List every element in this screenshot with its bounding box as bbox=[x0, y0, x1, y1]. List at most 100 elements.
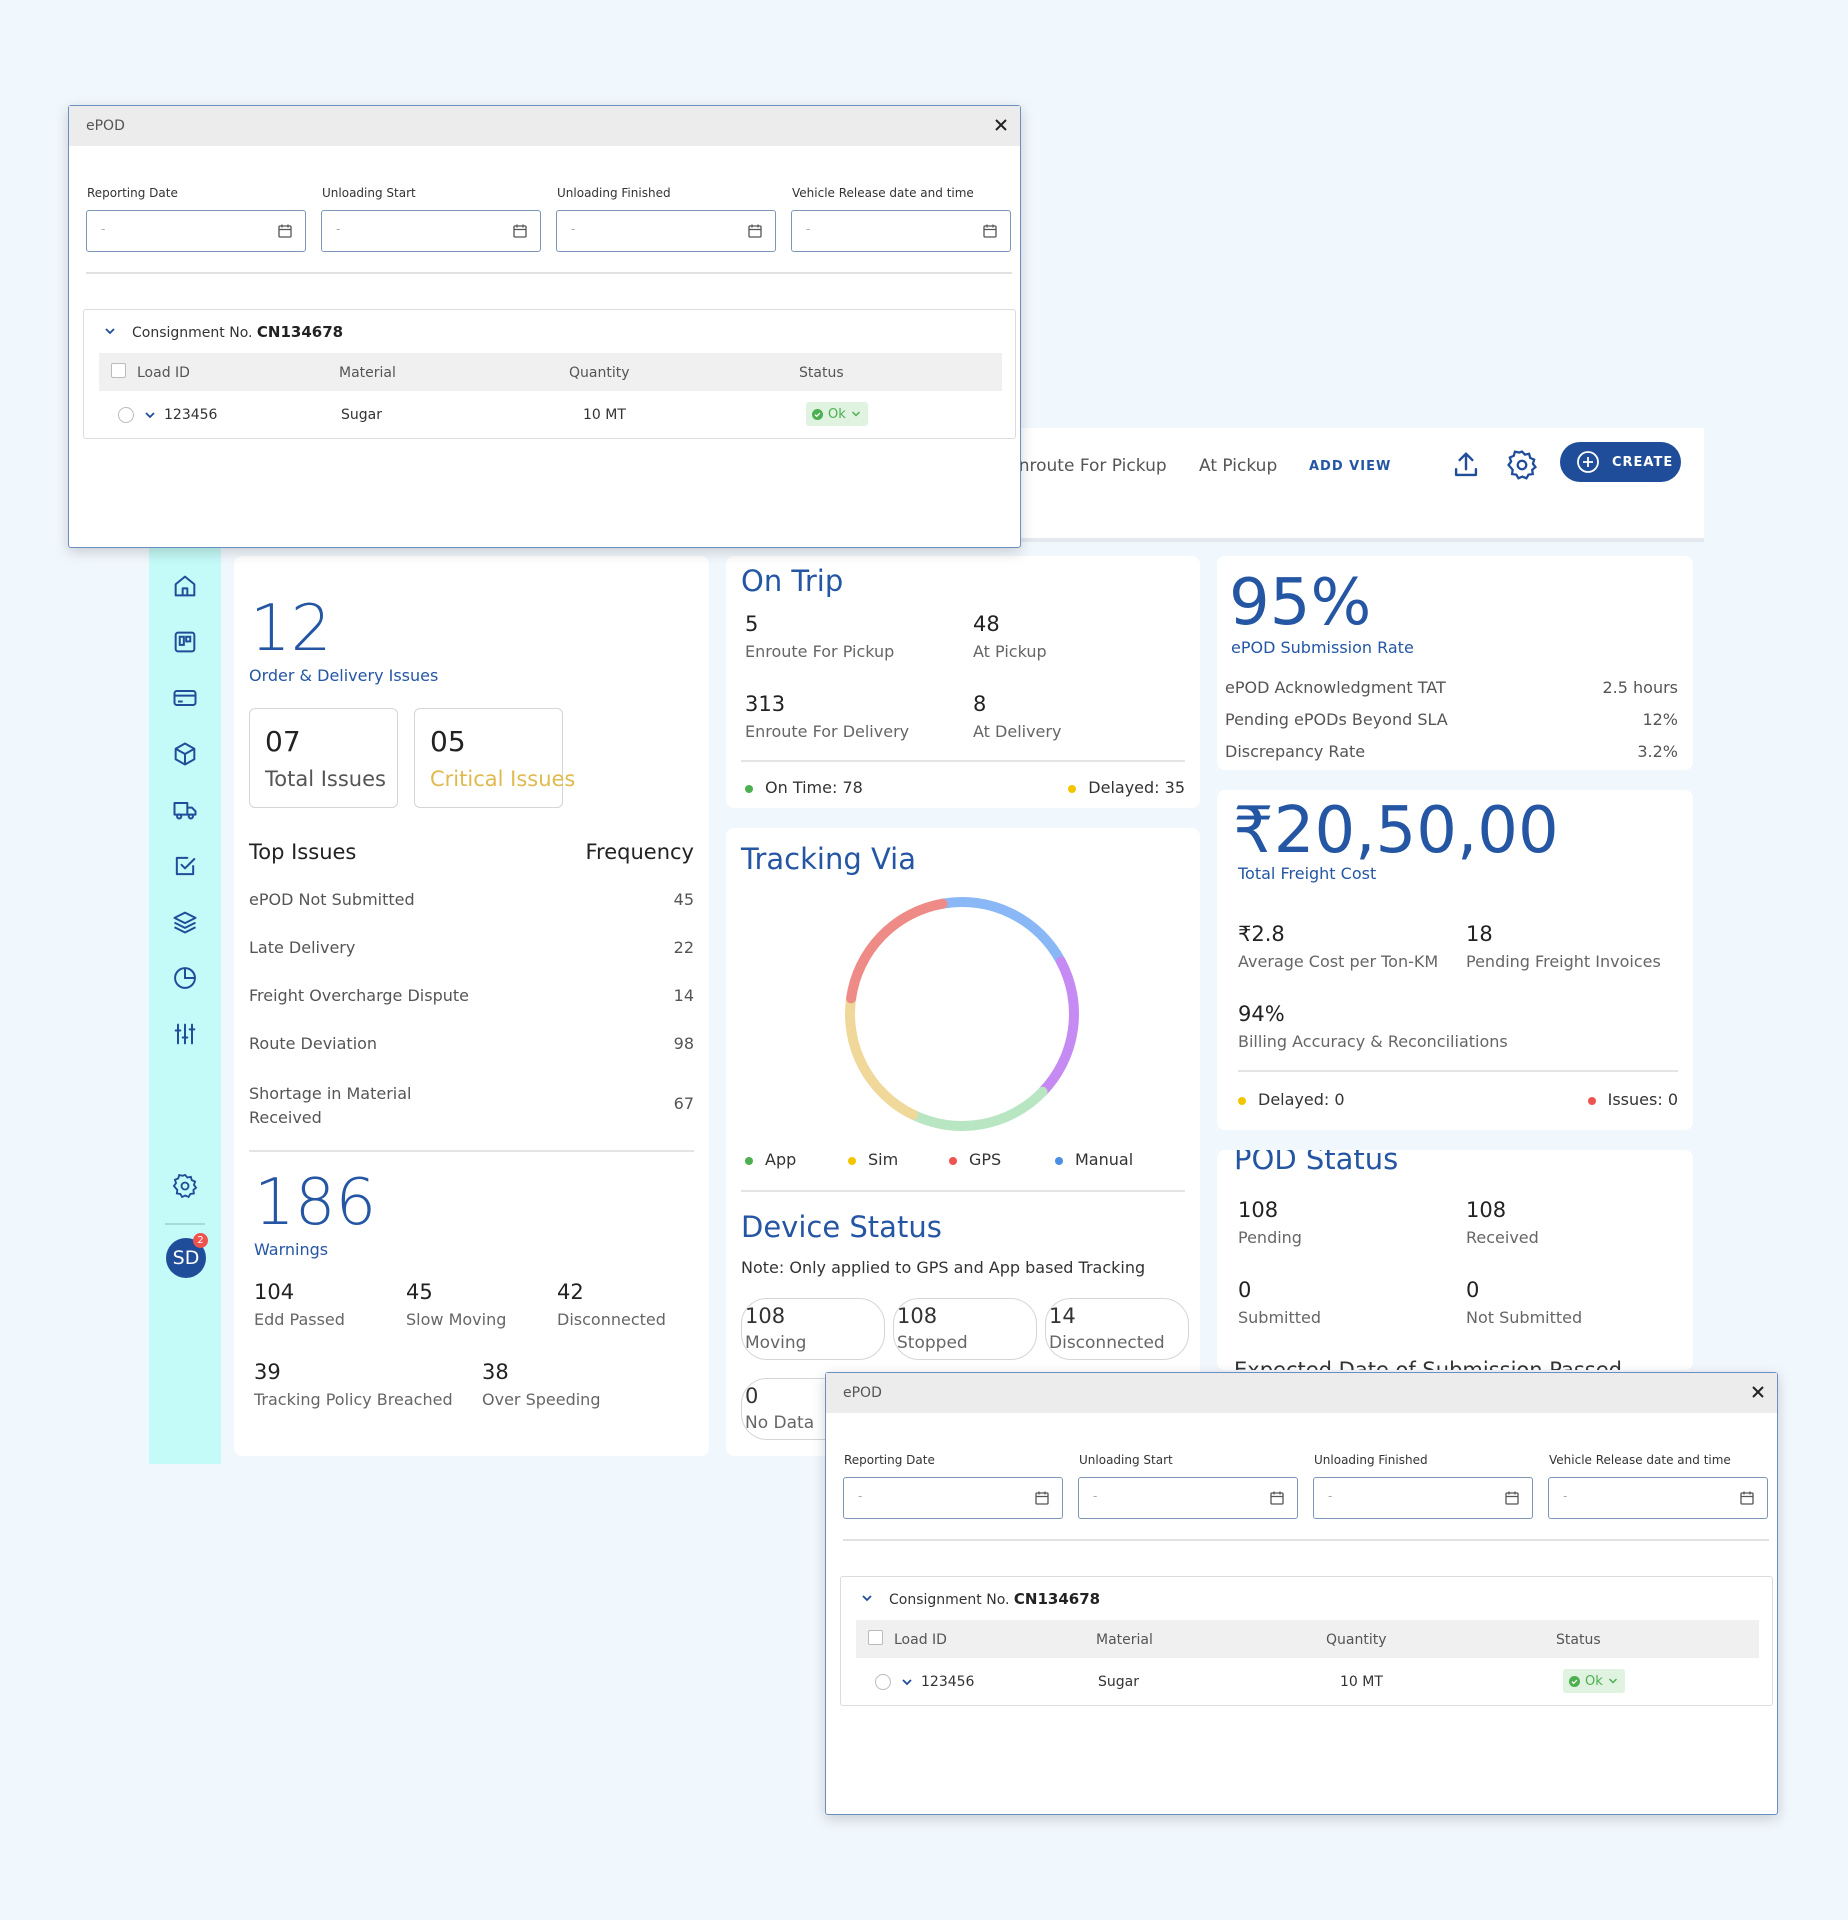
chevron-down-icon[interactable] bbox=[861, 1593, 873, 1603]
row-radio[interactable] bbox=[118, 407, 134, 423]
row-radio[interactable] bbox=[875, 1674, 891, 1690]
epod-rate-label: ePOD Submission Rate bbox=[1231, 638, 1414, 657]
pill-label: No Data bbox=[745, 1413, 815, 1433]
frequency-header: Frequency bbox=[585, 840, 695, 864]
chevron-down-icon bbox=[1608, 1678, 1617, 1684]
check-circle-icon bbox=[1569, 1675, 1580, 1687]
reporting-date-field[interactable]: - bbox=[86, 210, 306, 252]
truck-icon[interactable] bbox=[171, 796, 199, 824]
box-icon[interactable] bbox=[171, 740, 199, 768]
add-view-button[interactable]: ADD VIEW bbox=[1309, 459, 1392, 474]
unloading-finished-field[interactable]: - bbox=[1313, 1477, 1533, 1519]
epod-modal: ePOD Reporting Date Unloading Start Unlo… bbox=[68, 105, 1021, 548]
status-badge[interactable]: Ok bbox=[1563, 1669, 1625, 1693]
material-cell: Sugar bbox=[341, 407, 382, 423]
divider bbox=[249, 1150, 694, 1152]
delayed-text: Delayed: 35 bbox=[1088, 778, 1185, 797]
board-icon[interactable] bbox=[171, 628, 199, 656]
reporting-date-field[interactable]: - bbox=[843, 1477, 1063, 1519]
warnings-count: 186 bbox=[254, 1166, 377, 1240]
chevron-down-icon[interactable] bbox=[144, 410, 156, 420]
warning-stat-value: 38 bbox=[482, 1360, 509, 1384]
chevron-down-icon[interactable] bbox=[901, 1677, 913, 1687]
settings-icon[interactable] bbox=[171, 1172, 199, 1200]
device-pill-stopped[interactable]: 108 Stopped bbox=[893, 1298, 1037, 1360]
issue-name: Route Deviation bbox=[249, 1034, 378, 1053]
field-label: Unloading Finished bbox=[1314, 1453, 1428, 1467]
on-trip-card: On Trip 5 Enroute For Pickup 48 At Picku… bbox=[726, 556, 1200, 808]
consignment-section: Consignment No. CN134678 Load ID Materia… bbox=[83, 309, 1016, 439]
pod-stat-value: 108 bbox=[1466, 1198, 1507, 1222]
sliders-icon[interactable] bbox=[171, 1020, 199, 1048]
close-icon[interactable] bbox=[991, 115, 1011, 135]
trip-stat-value: 313 bbox=[745, 692, 786, 716]
legend-sim-label: Sim bbox=[868, 1150, 899, 1169]
issue-name: Shortage in Material Received bbox=[249, 1084, 412, 1127]
calendar-icon bbox=[748, 224, 762, 238]
warning-stat-label: Slow Moving bbox=[406, 1310, 507, 1329]
vehicle-release-field[interactable]: - bbox=[791, 210, 1011, 252]
trip-stat-value: 8 bbox=[973, 692, 987, 716]
card-icon[interactable] bbox=[171, 684, 199, 712]
freight-stat-value: 94% bbox=[1238, 1002, 1285, 1026]
modal-divider bbox=[843, 1539, 1769, 1541]
field-placeholder: - bbox=[1328, 1489, 1333, 1503]
unloading-start-field[interactable]: - bbox=[1078, 1477, 1298, 1519]
notification-badge: 2 bbox=[193, 1233, 208, 1248]
column-header: Quantity bbox=[1326, 1632, 1387, 1648]
modal-divider bbox=[86, 272, 1012, 274]
layers-icon[interactable] bbox=[171, 908, 199, 936]
checklist-icon[interactable] bbox=[171, 852, 199, 880]
vehicle-release-field[interactable]: - bbox=[1548, 1477, 1768, 1519]
home-icon[interactable] bbox=[171, 572, 199, 600]
pill-value: 108 bbox=[745, 1304, 786, 1328]
app-dot-icon bbox=[745, 1156, 753, 1165]
unloading-start-field[interactable]: - bbox=[321, 210, 541, 252]
yellow-dot-icon bbox=[1238, 1096, 1246, 1105]
chevron-down-icon[interactable] bbox=[104, 326, 116, 336]
warning-stat-value: 104 bbox=[254, 1280, 295, 1304]
warning-stat-label: Over Speeding bbox=[482, 1390, 601, 1409]
create-button[interactable]: CREATE bbox=[1560, 442, 1681, 482]
freight-total-label: Total Freight Cost bbox=[1238, 864, 1377, 883]
warning-stat-value: 45 bbox=[406, 1280, 433, 1304]
pill-label: Stopped bbox=[897, 1333, 968, 1353]
gps-dot-icon bbox=[949, 1156, 957, 1165]
field-label: Vehicle Release date and time bbox=[1549, 1453, 1731, 1467]
select-all-checkbox[interactable] bbox=[868, 1630, 883, 1645]
gear-icon[interactable] bbox=[1505, 448, 1539, 482]
tab-enroute-for-pickup[interactable]: Enroute For Pickup bbox=[1008, 456, 1167, 476]
freight-stat-value: ₹2.8 bbox=[1238, 922, 1285, 946]
device-pill-disconnected[interactable]: 14 Disconnected bbox=[1045, 1298, 1189, 1360]
device-pill-moving[interactable]: 108 Moving bbox=[741, 1298, 885, 1360]
trip-stat-label: At Pickup bbox=[973, 642, 1047, 661]
issues-label: Order & Delivery Issues bbox=[249, 666, 439, 685]
tab-at-pickup[interactable]: At Pickup bbox=[1199, 456, 1278, 476]
legend-gps-label: GPS bbox=[969, 1150, 1002, 1169]
critical-issues-box[interactable]: 05 Critical Issues bbox=[414, 708, 575, 808]
modal-header: ePOD bbox=[826, 1373, 1777, 1413]
sim-dot-icon bbox=[848, 1156, 856, 1165]
rate-row-value: 3.2% bbox=[1637, 742, 1678, 761]
delayed-indicator: Delayed: 35 bbox=[1068, 778, 1185, 797]
freight-issues: Issues: 0 bbox=[1587, 1090, 1678, 1109]
total-issues-label: Total Issues bbox=[265, 767, 386, 791]
calendar-icon bbox=[1505, 1491, 1519, 1505]
warning-stat-label: Edd Passed bbox=[254, 1310, 345, 1329]
red-dot-icon bbox=[1587, 1096, 1596, 1105]
consignment-section: Consignment No. CN134678 Load ID Materia… bbox=[840, 1576, 1773, 1706]
upload-icon[interactable] bbox=[1449, 448, 1483, 482]
issue-name: ePOD Not Submitted bbox=[249, 890, 415, 909]
pie-chart-icon[interactable] bbox=[171, 964, 199, 992]
close-icon[interactable] bbox=[1748, 1382, 1768, 1402]
status-badge[interactable]: Ok bbox=[806, 402, 868, 426]
consignment-title: Consignment No. CN134678 bbox=[889, 1590, 1100, 1608]
unloading-finished-field[interactable]: - bbox=[556, 210, 776, 252]
total-issues-box[interactable]: 07 Total Issues bbox=[249, 708, 398, 808]
modal-title: ePOD bbox=[86, 118, 125, 134]
on-trip-title: On Trip bbox=[741, 564, 844, 598]
green-dot-icon bbox=[745, 784, 753, 793]
select-all-checkbox[interactable] bbox=[111, 363, 126, 378]
field-placeholder: - bbox=[858, 1489, 863, 1503]
freight-stat-value: 18 bbox=[1466, 922, 1493, 946]
